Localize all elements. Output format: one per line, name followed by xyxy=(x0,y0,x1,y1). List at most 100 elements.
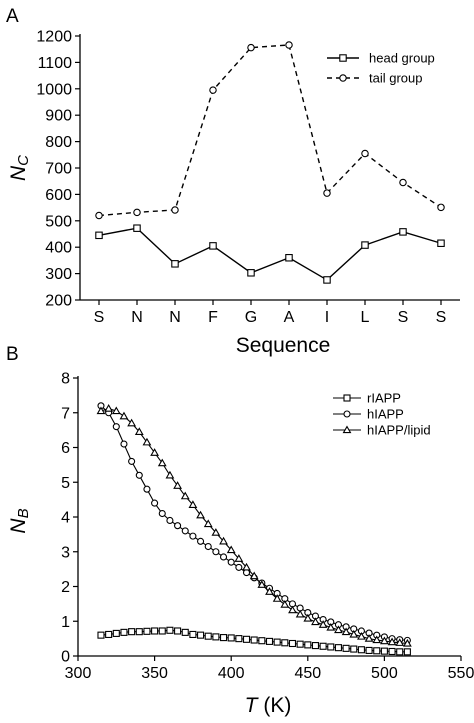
panel-a-x-axis-title: Sequence xyxy=(236,334,331,357)
panel-a-y-tick-label: 900 xyxy=(45,108,72,125)
panel-b-data-point xyxy=(189,532,197,540)
panel-a-legend-label: head group xyxy=(369,51,435,66)
panel-b-data-point xyxy=(380,647,388,655)
panel-a-x-tick-label: F xyxy=(208,309,218,326)
panel-b-data-point xyxy=(97,631,105,639)
panel-b-data-point xyxy=(226,545,236,554)
panel-b-data-point xyxy=(157,458,167,467)
panel-a-y-tick-label: 1100 xyxy=(38,55,73,72)
panel-b-data-point xyxy=(357,646,365,654)
panel-b-data-point xyxy=(219,536,228,545)
panel-b-data-point xyxy=(196,510,205,519)
panel-b-data-point xyxy=(265,637,274,645)
panel-b-data-point xyxy=(350,645,358,653)
panel-a-x-tick-label: L xyxy=(361,309,370,326)
panel-b-legend-marker xyxy=(342,425,352,434)
panel-b-x-axis-title: T (K) xyxy=(245,694,292,717)
panel-b-data-point xyxy=(165,470,175,479)
panel-b-data-point xyxy=(174,522,182,530)
panel-b-data-point xyxy=(280,600,290,608)
panel-b-data-point xyxy=(112,629,120,637)
panel-a-data-point xyxy=(285,254,293,262)
panel-b-data-point xyxy=(334,644,342,652)
panel-b-data-point xyxy=(257,580,267,588)
panel-b-data-point xyxy=(349,629,359,638)
panel-b-y-tick-label: 7 xyxy=(61,405,70,422)
panel-b-data-point xyxy=(197,537,205,545)
panel-b-data-point xyxy=(249,571,259,580)
panel-a-y-tick-label: 500 xyxy=(45,213,72,230)
panel-b-data-point xyxy=(303,613,313,622)
panel-b-data-point xyxy=(295,609,305,618)
panel-b-y-axis-title-main: N xyxy=(7,518,30,534)
panel-b-y-tick-label: 6 xyxy=(61,440,70,457)
panel-b-y-tick-label: 5 xyxy=(61,475,70,492)
panel-b-y-tick-label: 4 xyxy=(61,510,70,527)
panel-a-legend-label: tail group xyxy=(369,71,422,86)
panel-a-y-axis-title-main: N xyxy=(7,165,30,181)
panel-b-data-point xyxy=(204,542,212,551)
panel-a-y-axis-title-sub: C xyxy=(15,155,32,166)
panel-b-data-point xyxy=(96,406,106,415)
panel-b-data-point xyxy=(112,423,120,431)
panel-b-data-point xyxy=(341,627,351,636)
panel-b-legend-marker xyxy=(343,410,351,418)
panel-b-data-point xyxy=(242,562,251,571)
panel-a-data-point xyxy=(437,239,445,247)
panel-b-data-point xyxy=(219,634,228,642)
panel-b-data-point xyxy=(158,509,166,518)
panel-a-data-point xyxy=(247,43,255,52)
panel-b-data-point xyxy=(357,631,366,640)
panel-a-data-point xyxy=(285,41,293,49)
panel-a-data-point xyxy=(399,178,407,187)
panel-b-data-point xyxy=(288,605,297,614)
panel-b-data-point xyxy=(203,519,213,528)
panel-b-data-point xyxy=(311,617,320,626)
panel-b-data-point xyxy=(273,638,281,646)
panel-b-data-point xyxy=(151,627,159,635)
panel-a-x-tick-label: G xyxy=(245,309,257,326)
panel-b-data-point xyxy=(235,635,243,643)
panel-b-legend-marker xyxy=(343,394,351,402)
panel-b-data-point xyxy=(288,639,297,648)
panel-b-data-point xyxy=(181,628,189,636)
panel-b-data-point xyxy=(128,457,136,465)
panel-b-x-tick-label: 500 xyxy=(371,665,398,682)
panel-b-x-tick-label: 550 xyxy=(448,665,474,682)
panel-a-data-point xyxy=(209,86,217,94)
panel-b-legend-label: rIAPP xyxy=(367,391,401,406)
panel-a-data-point xyxy=(133,208,141,217)
panel-b-y-tick-label: 3 xyxy=(61,544,70,561)
panel-b-data-point xyxy=(212,633,220,641)
panel-a-data-point xyxy=(361,241,369,249)
panel-a-x-tick-label: S xyxy=(436,309,447,326)
panel-b-data-point xyxy=(242,635,251,643)
panel-b-data-point xyxy=(402,638,412,647)
panel-b-data-point xyxy=(166,516,174,525)
panel-b-data-point xyxy=(104,404,114,412)
panel-b-data-point xyxy=(372,635,382,644)
panel-a-series-line-2 xyxy=(98,44,442,217)
panel-b-data-point xyxy=(180,491,190,500)
panel-a-y-axis-title: NC xyxy=(7,155,32,181)
panel-b-label: B xyxy=(6,344,19,365)
panel-b-data-point xyxy=(380,636,389,645)
panel-a-data-point xyxy=(399,228,407,236)
panel-b-data-point xyxy=(128,628,136,636)
panel-b-data-point xyxy=(120,628,128,636)
panel-b-data-point xyxy=(387,637,397,646)
panel-b-data-point xyxy=(174,627,182,635)
panel-b-y-axis-title: NB xyxy=(7,508,32,533)
panel-b-data-point xyxy=(342,644,350,652)
panel-a-data-point xyxy=(133,224,141,232)
panel-a-y-tick-label: 200 xyxy=(45,293,72,310)
panel-b-data-point xyxy=(258,637,266,645)
panel-b-data-point xyxy=(319,642,327,650)
panel-b-x-tick-label: 400 xyxy=(218,665,245,682)
panel-b-data-point xyxy=(234,554,244,562)
panel-b-data-point xyxy=(143,627,151,635)
panel-b-data-point xyxy=(250,636,258,644)
panel-b-data-point xyxy=(235,563,243,571)
panel-b-data-point xyxy=(364,634,374,642)
